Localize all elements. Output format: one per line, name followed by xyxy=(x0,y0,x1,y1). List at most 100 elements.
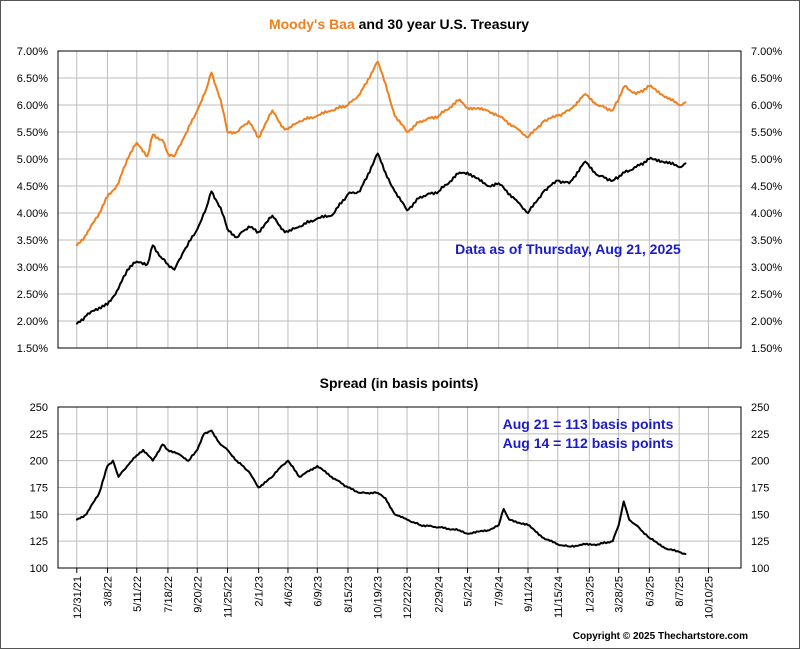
x-tick-label: 11/15/24 xyxy=(553,576,565,618)
data-point xyxy=(486,185,489,187)
data-point xyxy=(167,263,169,266)
data-point xyxy=(316,217,319,220)
data-point xyxy=(611,179,614,182)
data-point xyxy=(280,125,283,128)
data-point xyxy=(85,233,88,236)
data-point xyxy=(347,486,349,489)
data-point xyxy=(330,475,333,478)
data-point xyxy=(330,109,333,112)
data-point xyxy=(393,190,396,193)
data-point xyxy=(497,524,500,526)
y-tick-label-left: 200 xyxy=(30,456,48,468)
data-point xyxy=(247,120,250,123)
data-point xyxy=(466,532,469,535)
data-point xyxy=(458,98,461,101)
y-tick-label-right: 1.50% xyxy=(751,343,782,355)
y-tick-label-right: 3.50% xyxy=(751,235,782,247)
data-point xyxy=(623,171,626,174)
y-tick-label-right: 7.00% xyxy=(751,46,782,58)
data-point xyxy=(271,214,274,217)
data-point xyxy=(596,174,599,177)
top-chart-title: Moody's Baa and 30 year U.S. Treasury xyxy=(269,16,529,32)
data-point xyxy=(161,139,164,142)
title-highlight: Moody's Baa xyxy=(269,16,355,32)
data-point xyxy=(135,141,138,144)
data-point xyxy=(257,231,260,233)
data-point xyxy=(167,152,169,155)
data-point xyxy=(517,201,519,204)
data-point xyxy=(205,206,208,209)
data-point xyxy=(358,190,361,193)
data-point xyxy=(287,459,289,462)
data-point xyxy=(508,518,511,521)
data-point xyxy=(497,182,500,185)
data-point xyxy=(151,459,154,462)
data-point xyxy=(287,231,289,233)
data-point xyxy=(226,449,229,451)
data-point xyxy=(316,114,319,117)
data-point xyxy=(280,228,283,231)
data-point xyxy=(466,171,469,174)
data-date-note: Data as of Thursday, Aug 21, 2025 xyxy=(455,241,681,257)
data-point xyxy=(635,166,637,169)
series-line-moody-s-baa xyxy=(75,60,686,246)
y-tick-label-right: 6.00% xyxy=(751,100,782,112)
data-point xyxy=(584,93,587,96)
x-tick-label: 8/7/25 xyxy=(674,576,686,607)
data-point xyxy=(146,155,149,158)
data-point xyxy=(568,182,571,185)
data-point xyxy=(527,136,529,139)
data-point xyxy=(75,322,78,325)
y-tick-label-right: 5.50% xyxy=(751,127,782,139)
y-tick-label-right: 100 xyxy=(751,563,769,575)
data-point xyxy=(347,193,349,196)
data-point xyxy=(458,171,461,174)
data-point xyxy=(117,287,120,290)
data-point xyxy=(219,443,222,446)
data-point xyxy=(271,109,274,112)
data-point xyxy=(358,93,361,96)
x-tick-label: 12/31/21 xyxy=(72,576,84,619)
data-point xyxy=(437,526,440,529)
spread-note-aug14: Aug 14 = 112 basis points xyxy=(503,435,674,451)
x-tick-label: 10/10/25 xyxy=(703,576,715,619)
data-point xyxy=(556,543,559,546)
y-tick-label-left: 125 xyxy=(30,536,48,548)
data-point xyxy=(648,537,651,539)
data-point xyxy=(384,497,387,500)
data-point xyxy=(126,268,129,271)
data-point xyxy=(98,306,101,309)
data-point xyxy=(556,179,559,182)
data-point xyxy=(75,518,78,521)
data-point xyxy=(135,260,138,263)
data-point xyxy=(161,258,164,260)
x-tick-label: 3/28/25 xyxy=(614,576,626,613)
data-point xyxy=(406,131,408,133)
data-point xyxy=(187,459,190,462)
y-tick-label-right: 3.00% xyxy=(751,262,782,274)
data-point xyxy=(665,160,668,163)
data-point xyxy=(596,543,599,546)
data-point xyxy=(106,303,109,306)
y-tick-label-left: 5.50% xyxy=(17,127,48,139)
data-point xyxy=(173,268,176,271)
data-point xyxy=(126,158,129,160)
data-point xyxy=(611,540,614,543)
data-point xyxy=(247,225,250,228)
y-tick-label-right: 4.50% xyxy=(751,181,782,193)
data-point xyxy=(497,114,500,117)
series-line-30-year-u-s-treasury xyxy=(76,152,687,325)
data-point xyxy=(437,114,440,117)
data-point xyxy=(542,537,545,539)
data-point xyxy=(183,249,185,252)
data-point xyxy=(235,459,238,462)
data-point xyxy=(622,500,625,503)
y-tick-label-right: 225 xyxy=(751,429,769,441)
data-point xyxy=(568,109,571,112)
data-point xyxy=(466,106,469,109)
y-tick-label-left: 4.00% xyxy=(17,208,48,220)
x-tick-label: 10/19/23 xyxy=(373,576,385,619)
x-tick-label: 2/1/23 xyxy=(254,576,266,607)
